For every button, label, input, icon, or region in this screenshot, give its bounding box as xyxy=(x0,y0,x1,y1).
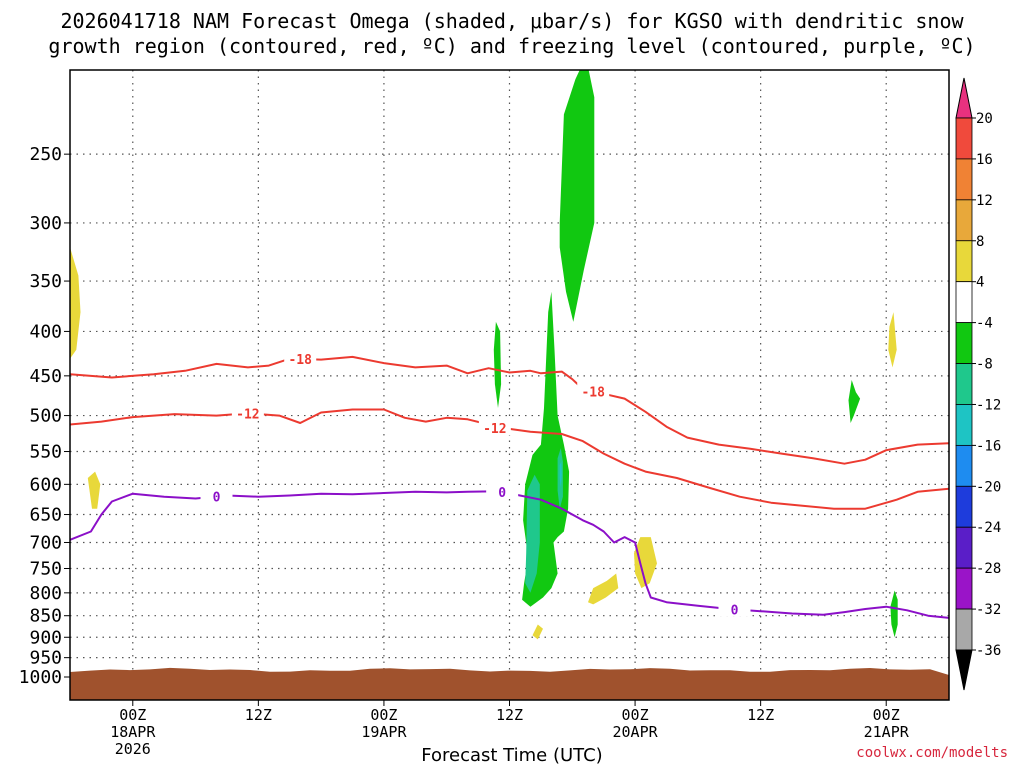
credit-text: coolwx.com/modelts xyxy=(856,745,1008,761)
y-tick-label: 350 xyxy=(29,271,62,292)
colorbar-band xyxy=(955,199,973,242)
y-tick-label: 300 xyxy=(29,213,62,234)
colorbar-label: -36 xyxy=(976,643,1001,659)
colorbar-label: -12 xyxy=(976,397,1001,413)
y-tick-label: 950 xyxy=(29,648,62,669)
colorbar-label: 16 xyxy=(976,152,993,168)
omega-shaded-region xyxy=(525,474,540,593)
omega-shaded-region xyxy=(848,380,861,423)
y-tick-label: 550 xyxy=(29,442,62,463)
omega-shading xyxy=(70,70,898,640)
contour-label: -12 xyxy=(483,422,506,437)
colorbar-label: 4 xyxy=(976,275,984,291)
contour-label: -18 xyxy=(581,385,605,400)
omega-shaded-region xyxy=(493,321,502,408)
temperature-contours: -18 -18 -12 -12 0 0 0 xyxy=(70,349,949,619)
omega-shaded-region xyxy=(634,537,657,589)
x-tick-label: 12Z xyxy=(747,706,774,724)
y-tick-label: 800 xyxy=(29,583,62,604)
x-tick-label: 20APR xyxy=(612,723,658,741)
colorbar-label: -4 xyxy=(976,316,993,332)
y-tick-label: 250 xyxy=(29,144,62,165)
colorbar-band xyxy=(955,363,973,405)
y-tick-label: 700 xyxy=(29,532,62,553)
colorbar-min-arrow xyxy=(955,649,973,691)
omega-shaded-region xyxy=(559,70,595,322)
contour-label-bg xyxy=(577,382,610,399)
colorbar-legend: 20 16 12 8 4 -4 -8 -12 -16 -20 -24 -28 -32 -36 xyxy=(955,77,1001,691)
colorbar-label: 20 xyxy=(976,111,993,127)
contour-label-bg xyxy=(284,349,317,366)
colorbar-band xyxy=(955,526,973,569)
x-tick-label: 00Z xyxy=(873,706,900,724)
contour-label: 0 xyxy=(213,491,221,506)
x-tick-label: 18APR xyxy=(110,723,156,741)
contour-label: -12 xyxy=(236,407,259,422)
omega-shaded-region xyxy=(559,461,562,488)
contour-label-bg xyxy=(231,404,264,421)
colorbar-band xyxy=(955,281,973,324)
y-tick-label: 600 xyxy=(29,474,62,495)
y-tick-label: 900 xyxy=(29,627,62,648)
omega-shaded-region xyxy=(532,624,543,640)
y-tick-label: 400 xyxy=(29,321,62,342)
contour-line xyxy=(70,490,949,619)
x-tick-label: 00Z xyxy=(370,706,397,724)
colorbar-band xyxy=(955,567,973,610)
x-tick-label: 21APR xyxy=(864,723,910,741)
colorbar-band xyxy=(955,404,973,446)
contour-label-bg xyxy=(200,487,233,504)
colorbar-band xyxy=(955,444,973,487)
grid-lines xyxy=(70,70,949,700)
colorbar-label: -16 xyxy=(976,438,1001,454)
y-tick-label: 1000 xyxy=(19,667,62,688)
colorbar-band xyxy=(955,117,973,160)
colorbar-label: -20 xyxy=(976,479,1001,495)
y-tick-label: 750 xyxy=(29,559,62,580)
contour-line xyxy=(70,355,949,465)
y-tick-label: 850 xyxy=(29,606,62,627)
x-tick-label: 00Z xyxy=(119,706,146,724)
x-axis-title: Forecast Time (UTC) xyxy=(421,745,603,766)
contour-label-bg xyxy=(478,419,511,436)
omega-shaded-region xyxy=(70,247,81,359)
colorbar-label: -24 xyxy=(976,520,1001,536)
contour-label-bg xyxy=(486,482,519,499)
colorbar-max-arrow xyxy=(955,77,973,119)
colorbar-label: -32 xyxy=(976,602,1001,618)
colorbar-band xyxy=(955,240,973,283)
colorbar-band xyxy=(955,322,973,364)
plot-frame xyxy=(69,69,950,701)
surface-terrain-fill xyxy=(70,667,949,700)
y-tick-label: 650 xyxy=(29,505,62,526)
omega-shaded-region xyxy=(890,590,898,638)
colorbar-label: -8 xyxy=(976,357,993,373)
x-tick-label: 00Z xyxy=(622,706,649,724)
x-tick-label: 19APR xyxy=(361,723,407,741)
chart-title-line2: growth region (contoured, red, ºC) and f… xyxy=(48,34,976,58)
x-tick-label: 2026 xyxy=(115,740,151,758)
y-axis: 2503003504004505005506006507007508008509… xyxy=(19,144,70,688)
contour-label-bg xyxy=(718,600,751,617)
omega-shaded-region xyxy=(588,573,619,605)
omega-shaded-region xyxy=(87,471,101,509)
colorbar-band xyxy=(955,485,973,528)
contour-label: 0 xyxy=(731,603,739,618)
colorbar-band xyxy=(955,158,973,201)
chart-title-line1: 2026041718 NAM Forecast Omega (shaded, μ… xyxy=(60,9,964,33)
surface-terrain xyxy=(70,667,949,700)
omega-shaded-region xyxy=(888,312,897,368)
colorbar-band xyxy=(955,608,973,651)
contour-label: -18 xyxy=(288,353,312,368)
contour-label: 0 xyxy=(498,486,506,501)
x-tick-label: 12Z xyxy=(496,706,523,724)
colorbar-label: 8 xyxy=(976,234,984,250)
y-tick-label: 450 xyxy=(29,366,62,387)
y-tick-label: 500 xyxy=(29,406,62,427)
colorbar-label: 12 xyxy=(976,193,993,209)
colorbar-label: -28 xyxy=(976,561,1001,577)
x-tick-label: 12Z xyxy=(245,706,272,724)
